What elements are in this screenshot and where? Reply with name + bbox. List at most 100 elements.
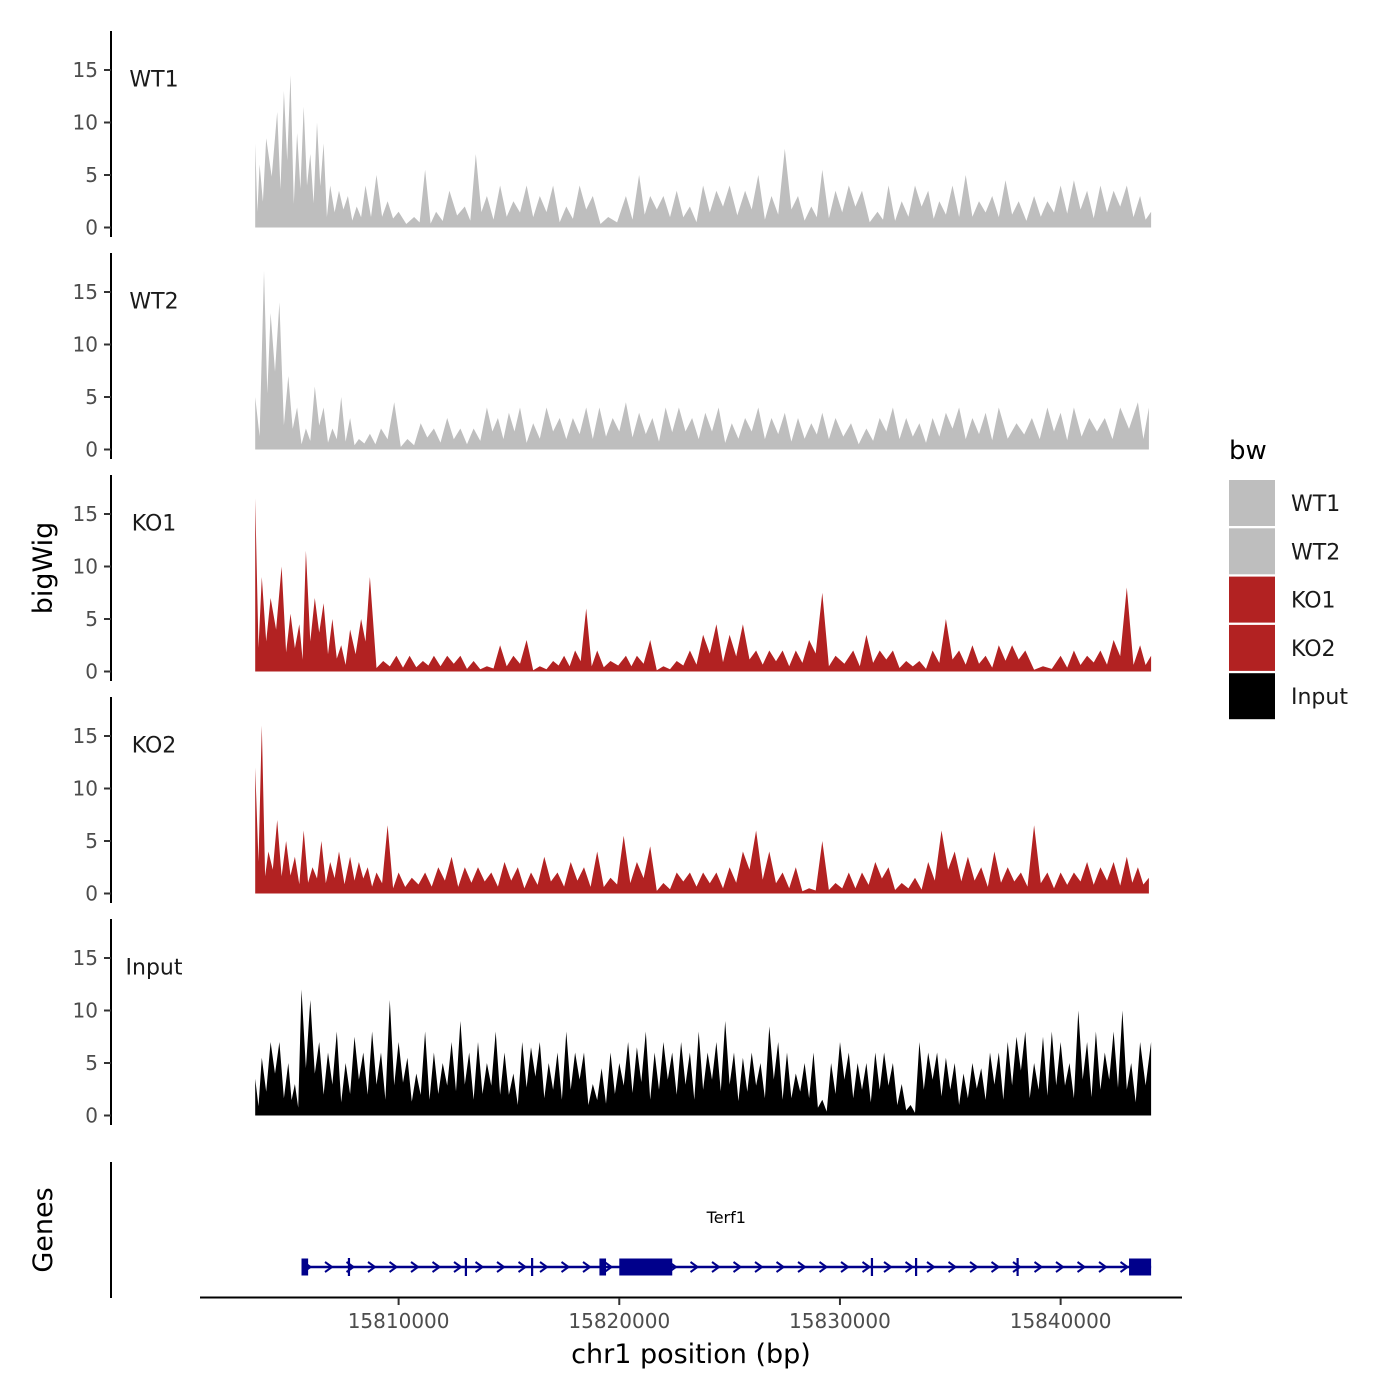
- strand-arrow-icon: [818, 1261, 829, 1273]
- strand-arrow-icon: [496, 1261, 506, 1273]
- y-tick-label-wt2-10: 10: [73, 333, 98, 357]
- strand-arrow-icon: [324, 1261, 334, 1273]
- y-tick-label-input-10: 10: [73, 999, 98, 1023]
- y-tick-label-ko2-0: 0: [85, 882, 98, 906]
- legend-label-ko1: KO1: [1291, 589, 1336, 614]
- exon-terf1-9: [1016, 1258, 1019, 1276]
- strand-arrow-icon: [861, 1261, 872, 1273]
- y-tick-label-wt2-15: 15: [73, 280, 98, 304]
- legend: bw WT1 WT2 KO1 KO2 Input: [1229, 436, 1348, 720]
- y-tick-label-ko2-5: 5: [85, 829, 98, 853]
- strand-arrow-icon: [1098, 1261, 1108, 1273]
- y-tick-label-ko1-10: 10: [73, 555, 98, 579]
- legend-key-wt2: [1229, 528, 1275, 575]
- strand-arrow-icon: [539, 1261, 549, 1273]
- strand-arrow-icon: [603, 1261, 614, 1273]
- strand-arrow-icon: [797, 1261, 807, 1273]
- x-tick-label-15820000: 15820000: [568, 1309, 670, 1333]
- genes-track-label: Genes: [28, 1187, 59, 1272]
- track-label-ko1: KO1: [132, 512, 177, 537]
- exon-terf1-6: [619, 1258, 673, 1276]
- y-tick-label-ko2-15: 15: [73, 724, 98, 748]
- exon-terf1-2: [347, 1258, 351, 1276]
- coverage-area-ko2: [255, 725, 1149, 894]
- coverage-area-wt1: [255, 75, 1152, 228]
- y-tick-label-input-15: 15: [73, 946, 98, 970]
- y-tick-label-wt2-5: 5: [85, 385, 98, 409]
- legend-label-ko2: KO2: [1291, 637, 1336, 662]
- strand-arrow-icon: [775, 1261, 786, 1273]
- legend-key-wt1: [1229, 480, 1275, 526]
- legend-label-wt1: WT1: [1291, 492, 1340, 517]
- y-tick-label-ko1-15: 15: [73, 502, 98, 526]
- coverage-area-wt2: [255, 271, 1149, 450]
- exon-terf1-1: [301, 1258, 309, 1276]
- strand-arrow-icon: [453, 1261, 463, 1273]
- y-tick-label-ko1-0: 0: [85, 660, 98, 684]
- strand-arrow-icon: [711, 1261, 721, 1273]
- exon-terf1-10: [1129, 1258, 1152, 1276]
- y-tick-label-ko2-10: 10: [73, 777, 98, 801]
- strand-arrow-icon: [947, 1261, 958, 1273]
- strand-arrow-icon: [990, 1261, 1001, 1273]
- x-tick-label-15840000: 15840000: [1010, 1309, 1112, 1333]
- strand-arrow-icon: [517, 1261, 528, 1273]
- track-label-input: Input: [126, 956, 183, 981]
- x-axis-title: chr1 position (bp): [571, 1339, 811, 1370]
- strand-arrow-icon: [904, 1261, 915, 1273]
- strand-arrow-icon: [431, 1261, 442, 1273]
- strand-arrow-icon: [1055, 1261, 1065, 1273]
- y-tick-label-wt1-10: 10: [73, 111, 98, 135]
- strand-arrow-icon: [1033, 1261, 1044, 1273]
- y-tick-label-wt1-15: 15: [73, 58, 98, 82]
- x-tick-label-15830000: 15830000: [789, 1309, 891, 1333]
- y-tick-label-input-5: 5: [85, 1051, 98, 1075]
- strand-arrow-icon: [969, 1261, 979, 1273]
- x-axis: chr1 position (bp) 15810000 15820000 15830…: [200, 1296, 1182, 1370]
- x-tick-label-15810000: 15810000: [348, 1309, 450, 1333]
- strand-arrow-icon: [754, 1261, 764, 1273]
- strand-arrow-icon: [840, 1261, 850, 1273]
- legend-label-input: Input: [1291, 685, 1348, 710]
- strand-arrow-icon: [926, 1261, 936, 1273]
- strand-arrow-icon: [732, 1261, 743, 1273]
- exon-terf1-4: [531, 1258, 534, 1276]
- legend-key-ko1: [1229, 576, 1275, 623]
- strand-arrow-icon: [367, 1261, 377, 1273]
- gene-name-terf1: Terf1: [706, 1208, 746, 1227]
- coverage-panels: 0 5 10 15 WT1 0 5 10 15 WT2 0 5 10 15 KO1 0 5 10 15 KO2 0 5 10…: [73, 31, 1152, 1128]
- exon-terf1-3: [464, 1258, 468, 1276]
- strand-arrow-icon: [883, 1261, 893, 1273]
- strand-arrow-icon: [410, 1261, 420, 1273]
- coverage-area-input: [255, 989, 1152, 1116]
- y-tick-label-ko1-5: 5: [85, 607, 98, 631]
- exon-terf1-8: [914, 1258, 918, 1276]
- track-label-ko2: KO2: [132, 734, 177, 759]
- strand-arrow-icon: [560, 1261, 571, 1273]
- y-tick-label-wt1-0: 0: [85, 216, 98, 240]
- strand-arrow-icon: [582, 1261, 592, 1273]
- strand-arrow-icon: [474, 1261, 485, 1273]
- strand-arrow-icon: [1076, 1261, 1087, 1273]
- y-tick-label-wt1-5: 5: [85, 163, 98, 187]
- legend-key-ko2: [1229, 624, 1275, 671]
- y-axis-title: bigWig: [28, 522, 59, 615]
- strand-arrow-icon: [1012, 1261, 1022, 1273]
- genes-track: Genes Terf1: [28, 1162, 1152, 1298]
- exon-terf1-7: [870, 1258, 874, 1276]
- strand-arrow-icon: [689, 1261, 700, 1273]
- y-tick-label-input-0: 0: [85, 1104, 98, 1128]
- legend-label-wt2: WT2: [1291, 540, 1340, 565]
- track-label-wt1: WT1: [129, 68, 178, 93]
- panel-ko1: 0 5 10 15 KO1: [73, 475, 1152, 684]
- coverage-area-ko1: [255, 498, 1152, 672]
- panel-ko2: 0 5 10 15 KO2: [73, 697, 1149, 906]
- panel-input: 0 5 10 15 Input: [73, 919, 1152, 1128]
- panel-wt1: 0 5 10 15 WT1: [73, 31, 1152, 240]
- strand-arrow-icon: [388, 1261, 399, 1273]
- panel-wt2: 0 5 10 15 WT2: [73, 253, 1149, 462]
- track-label-wt2: WT2: [129, 290, 178, 315]
- y-tick-label-wt2-0: 0: [85, 438, 98, 462]
- legend-title: bw: [1229, 436, 1267, 466]
